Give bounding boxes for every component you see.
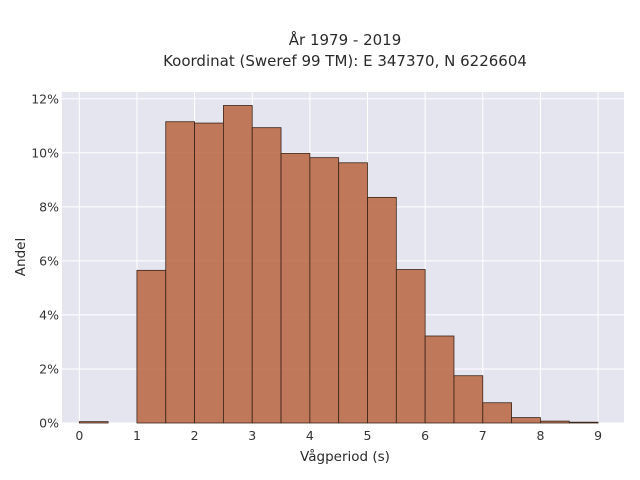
x-tick-label: 5 [364,428,372,443]
x-tick-label: 8 [536,428,544,443]
histogram-bar [251,127,282,424]
x-tick-label: 4 [306,428,314,443]
histogram-bar [395,269,426,424]
histogram-bar [280,152,311,424]
histogram-bar [367,196,397,424]
histogram-bar [309,157,340,424]
histogram-bar [136,269,167,424]
histogram-bar [482,402,512,424]
histogram-bar [338,162,368,424]
histogram-bar [511,417,541,424]
y-axis-ticks: 0% 2% 4% 6% 8% 10% 12% [31,91,59,430]
histogram-bar [194,122,224,424]
y-tick-label: 8% [39,199,59,214]
histogram-bar [222,105,253,424]
y-tick-label: 12% [31,91,59,106]
x-axis-ticks: 0 1 2 3 4 5 6 7 8 9 [75,428,602,443]
chart-title-line-2: Koordinat (Sweref 99 TM): E 347370, N 62… [163,52,527,70]
y-tick-label: 6% [39,253,59,268]
histogram-bar [540,420,570,424]
histogram-bar [568,421,599,424]
histogram-bar [424,335,455,424]
x-tick-label: 1 [133,428,141,443]
x-tick-label: 9 [594,428,602,443]
histogram-bar [78,421,109,424]
y-tick-label: 2% [39,361,59,376]
histogram-bar [453,375,484,424]
x-tick-label: 3 [248,428,256,443]
y-tick-label: 4% [39,307,59,322]
x-tick-label: 7 [479,428,487,443]
y-tick-label: 0% [39,416,59,431]
x-tick-label: 0 [75,428,83,443]
x-tick-label: 6 [421,428,429,443]
x-tick-label: 2 [191,428,199,443]
x-axis-label: Vågperiod (s) [300,448,390,465]
bars [78,105,599,424]
y-axis-label: Andel [13,238,29,276]
histogram-bar [165,121,195,424]
chart-title-line-1: År 1979 - 2019 [289,30,402,49]
y-tick-label: 10% [31,145,59,160]
